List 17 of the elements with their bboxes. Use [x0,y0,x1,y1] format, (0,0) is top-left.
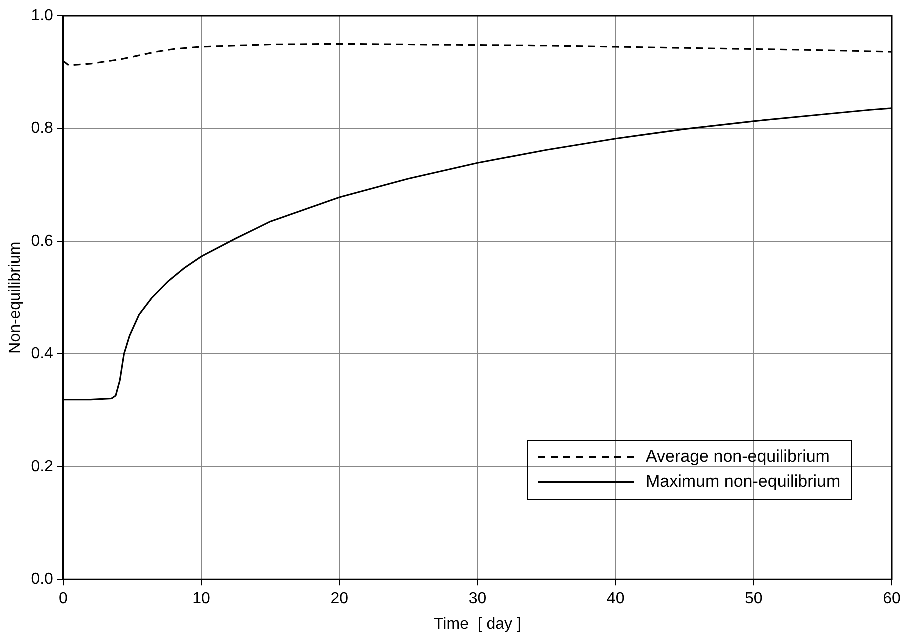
y-axis-title: Non-equilibrium [7,242,24,354]
x-tick-label: 50 [745,590,763,608]
y-tick-label: 0.6 [31,232,54,250]
x-tick-label: 40 [606,590,625,608]
y-tick-label: 0.4 [31,346,54,363]
legend-label: Maximum non-equilibrium [646,472,841,492]
x-tick-label: 0 [58,590,68,608]
y-tick-label: 1.0 [31,7,54,24]
legend-label: Average non-equilibrium [646,447,830,468]
x-tick-label: 60 [883,590,901,608]
y-tick-label: 0.0 [31,571,54,588]
x-tick-label: 30 [468,590,487,608]
x-axis-title: Time [ day ] [434,616,522,633]
x-tick-label: 10 [192,590,211,608]
y-tick-label: 0.8 [31,120,54,138]
y-tick-label: 0.2 [31,458,54,476]
x-tick-label: 20 [330,590,349,608]
